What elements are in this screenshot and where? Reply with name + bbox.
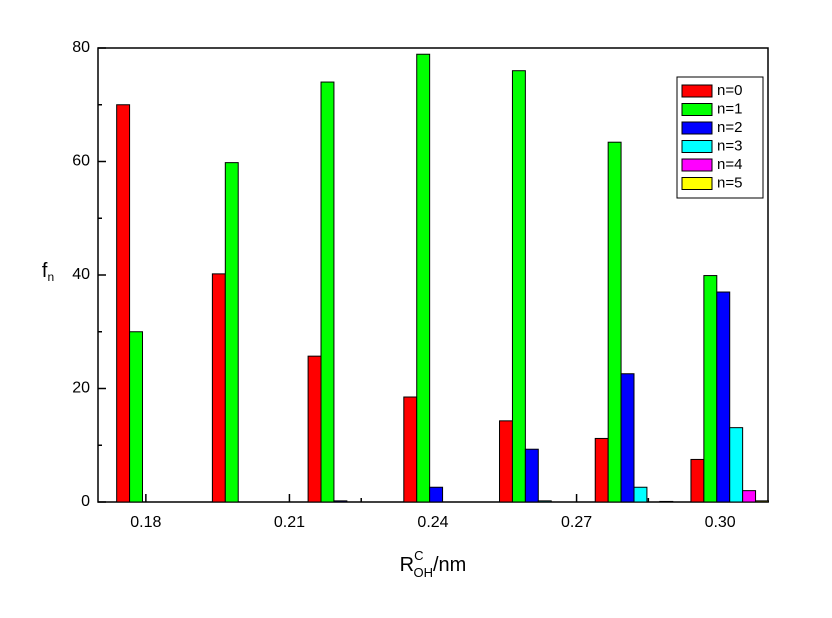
bar [307, 355, 322, 503]
x-label-base: R [400, 554, 414, 576]
x-label-unit: /nm [433, 554, 466, 576]
bar [594, 437, 609, 503]
y-tick-label: 40 [72, 266, 90, 283]
legend-label: n=0 [717, 82, 742, 99]
legend-swatch [681, 140, 713, 153]
bar [537, 500, 552, 503]
legend-swatch [681, 177, 713, 190]
y-tick-label: 0 [81, 493, 90, 510]
bar [224, 162, 239, 503]
legend-swatch [681, 121, 713, 135]
bar [716, 291, 731, 503]
bar [607, 141, 622, 503]
bar [742, 490, 757, 503]
bar [524, 448, 539, 503]
x-tick-label: 0.27 [561, 514, 592, 531]
bar [633, 486, 648, 503]
legend-swatch [681, 84, 713, 98]
x-tick-label: 0.24 [417, 514, 448, 531]
bar [755, 500, 769, 503]
y-label-base: f [42, 260, 48, 282]
bar [703, 275, 718, 503]
legend-label: n=4 [717, 156, 742, 173]
x-tick-label: 0.21 [274, 514, 305, 531]
bar [116, 104, 131, 503]
x-tick-label: 0.30 [705, 514, 736, 531]
legend-swatch [681, 158, 713, 172]
bar [620, 373, 635, 503]
legend-label: n=2 [717, 119, 742, 136]
bar [511, 70, 526, 503]
bar [416, 53, 431, 503]
x-axis-label: RC OH/nm [400, 548, 467, 580]
legend-swatch [681, 103, 713, 116]
bar [429, 486, 444, 503]
bar [499, 420, 513, 503]
x-tick-label: 0.18 [130, 514, 161, 531]
bar [211, 273, 226, 503]
plot-frame [97, 47, 769, 503]
y-axis-label: fn [42, 260, 54, 284]
x-label-sub: OH [414, 565, 434, 580]
y-tick-label: 20 [72, 380, 90, 397]
y-tick-label: 60 [72, 153, 90, 170]
x-label-sup: C [414, 548, 423, 563]
bar [729, 427, 744, 503]
bar [320, 81, 335, 503]
legend-label: n=1 [717, 100, 742, 117]
legend-label: n=3 [717, 137, 742, 154]
bar [690, 458, 705, 503]
bar [659, 500, 674, 503]
bar [129, 331, 144, 503]
bar [333, 500, 348, 503]
legend-label: n=5 [717, 174, 742, 191]
y-tick-label: 80 [72, 39, 90, 56]
bar [403, 396, 418, 503]
y-label-sub: n [47, 270, 54, 284]
